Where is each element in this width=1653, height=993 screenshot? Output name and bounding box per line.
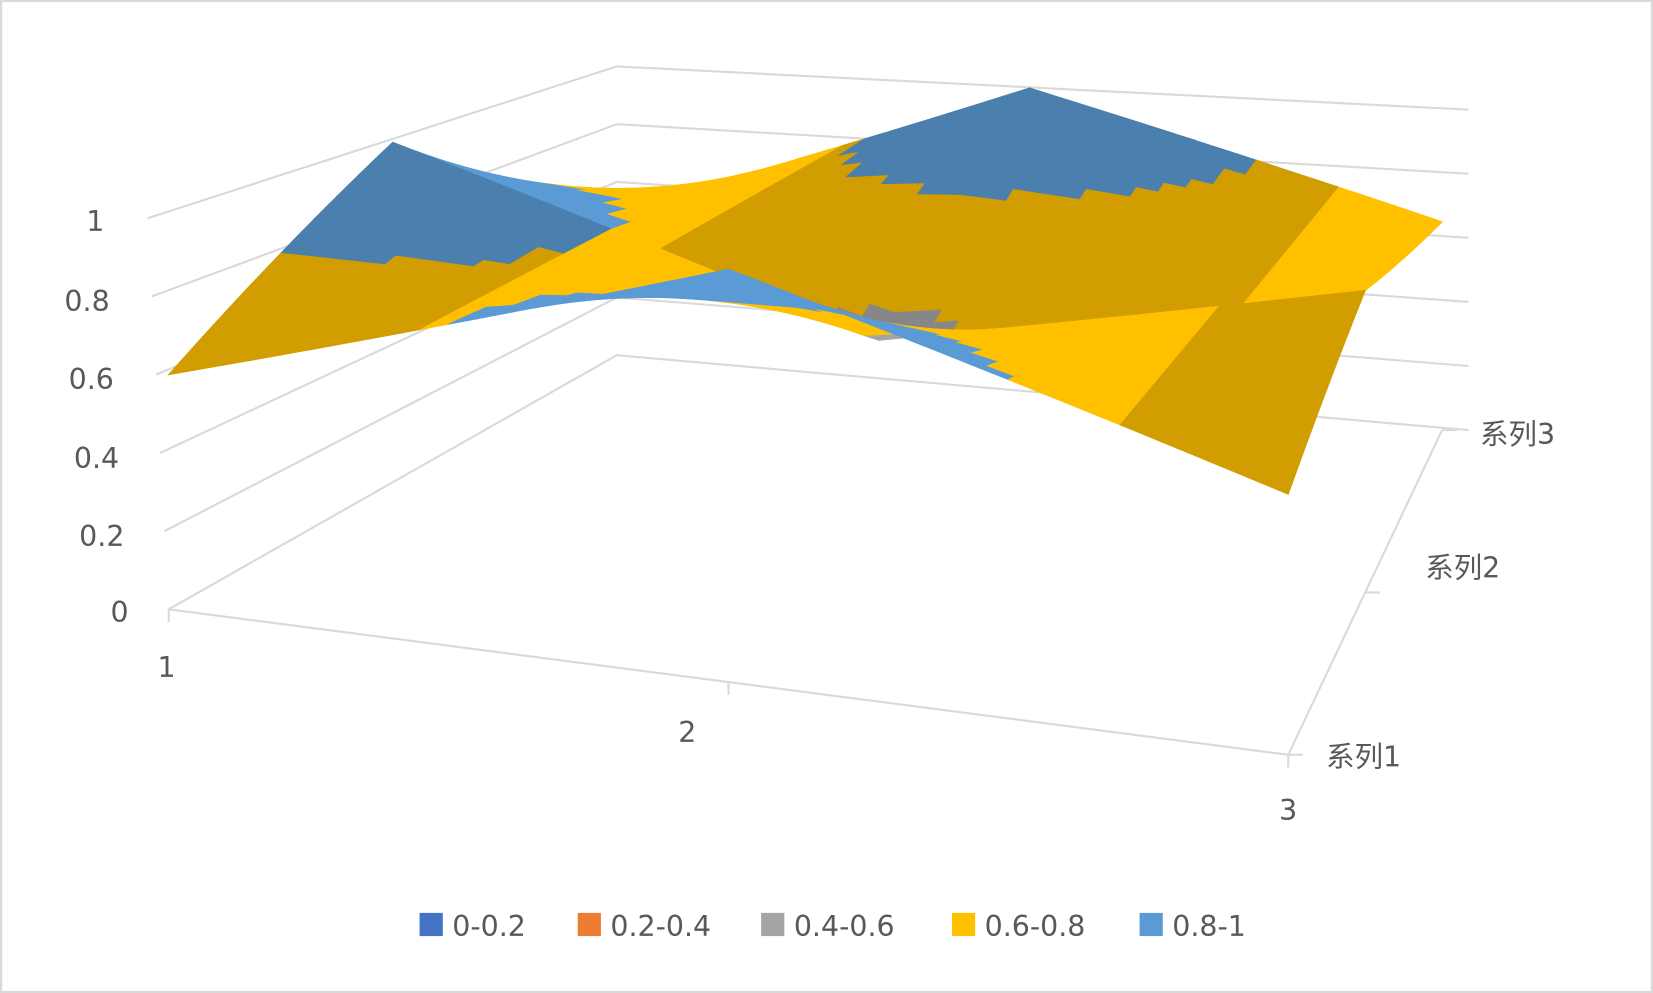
legend-label: 0-0.2 [452, 910, 526, 943]
category-label: 1 [158, 651, 176, 684]
surface-cell [1323, 319, 1355, 331]
legend-item: 0.2-0.4 [577, 910, 711, 943]
legend-label: 0.8-1 [1172, 910, 1246, 943]
legend-swatch [1139, 912, 1163, 937]
series-axis-labels: 系列1 系列2 系列3 [1326, 418, 1555, 774]
surface-cell [1359, 270, 1390, 276]
value-tick-label: 0 [111, 596, 129, 629]
category-label: 2 [678, 716, 696, 749]
value-axis-labels: 0 0.2 0.4 0.6 0.8 1 [64, 205, 128, 629]
legend-item: 0-0.2 [419, 910, 526, 943]
surface-cell [1315, 338, 1347, 350]
surface-cell [1327, 309, 1359, 321]
surface-cell [1298, 319, 1330, 331]
gridline [147, 65, 1469, 220]
legend-swatch [419, 912, 443, 937]
surface-cell [1319, 328, 1351, 340]
legend-swatch [577, 912, 601, 937]
series-label: 系列3 [1480, 418, 1555, 451]
category-label: 3 [1279, 794, 1297, 827]
surface-cell [1303, 310, 1334, 322]
value-tick-label: 1 [86, 205, 104, 238]
value-tick-label: 0.8 [64, 285, 109, 318]
series-label: 系列1 [1326, 740, 1401, 773]
surface [167, 87, 1444, 495]
value-tick-label: 0.6 [69, 363, 114, 396]
legend-swatch [951, 912, 976, 937]
surface-cell [1244, 329, 1276, 339]
legend-label: 0.6-0.8 [985, 910, 1086, 943]
surface-cell [1259, 471, 1293, 495]
legend-item: 0.8-1 [1139, 910, 1246, 943]
legend-item: 0.6-0.8 [951, 910, 1086, 943]
category-axis-labels: 1 2 3 [158, 651, 1298, 827]
surface-cell [1269, 329, 1301, 339]
surface-cell [1273, 320, 1305, 331]
legend-label: 0.2-0.4 [610, 910, 711, 943]
series-label: 系列2 [1425, 552, 1500, 585]
legend-label: 0.4-0.6 [794, 910, 895, 943]
legend-item: 0.4-0.6 [761, 910, 895, 943]
surface-cell [1294, 329, 1326, 340]
value-tick-label: 0.2 [79, 520, 124, 553]
legend-swatch [761, 912, 785, 937]
value-tick-label: 0.4 [74, 442, 119, 475]
legend: 0-0.2 0.2-0.4 0.4-0.6 0.6-0.8 0.8-1 [419, 910, 1246, 943]
surface-cell [1336, 270, 1367, 276]
surface-cell [1248, 321, 1280, 331]
